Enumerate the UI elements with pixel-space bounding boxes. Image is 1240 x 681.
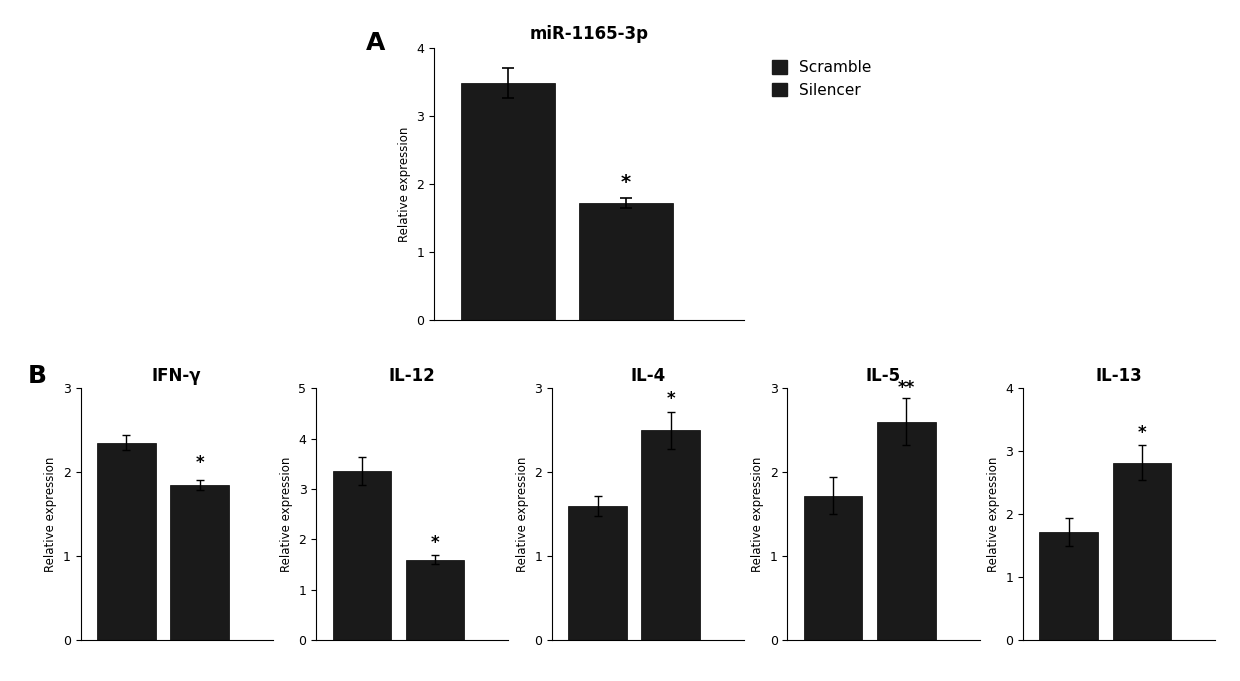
Y-axis label: Relative expression: Relative expression: [398, 126, 410, 242]
Title: IL-12: IL-12: [389, 367, 435, 385]
Bar: [568, 506, 627, 640]
Text: *: *: [666, 390, 675, 409]
Bar: [804, 496, 863, 640]
Bar: [460, 83, 556, 320]
Y-axis label: Relative expression: Relative expression: [280, 456, 293, 572]
Text: A: A: [366, 31, 386, 54]
Y-axis label: Relative expression: Relative expression: [45, 456, 57, 572]
Text: *: *: [1137, 424, 1146, 442]
Y-axis label: Relative expression: Relative expression: [516, 456, 528, 572]
Bar: [170, 485, 229, 640]
Text: *: *: [430, 534, 439, 552]
Title: IL-13: IL-13: [1096, 367, 1142, 385]
Bar: [579, 203, 673, 320]
Bar: [641, 430, 701, 640]
Text: B: B: [27, 364, 46, 388]
Text: *: *: [195, 454, 203, 472]
Bar: [97, 443, 156, 640]
Legend: Scramble, Silencer: Scramble, Silencer: [768, 55, 877, 102]
Title: IFN-γ: IFN-γ: [151, 367, 202, 385]
Text: *: *: [621, 173, 631, 192]
Bar: [1039, 532, 1099, 640]
Y-axis label: Relative expression: Relative expression: [751, 456, 764, 572]
Title: IL-5: IL-5: [866, 367, 901, 385]
Bar: [1112, 462, 1172, 640]
Bar: [332, 471, 392, 640]
Bar: [877, 422, 936, 640]
Bar: [405, 560, 465, 640]
Title: IL-4: IL-4: [630, 367, 666, 385]
Text: **: **: [898, 379, 915, 396]
Y-axis label: Relative expression: Relative expression: [987, 456, 999, 572]
Title: miR-1165-3p: miR-1165-3p: [529, 25, 649, 44]
